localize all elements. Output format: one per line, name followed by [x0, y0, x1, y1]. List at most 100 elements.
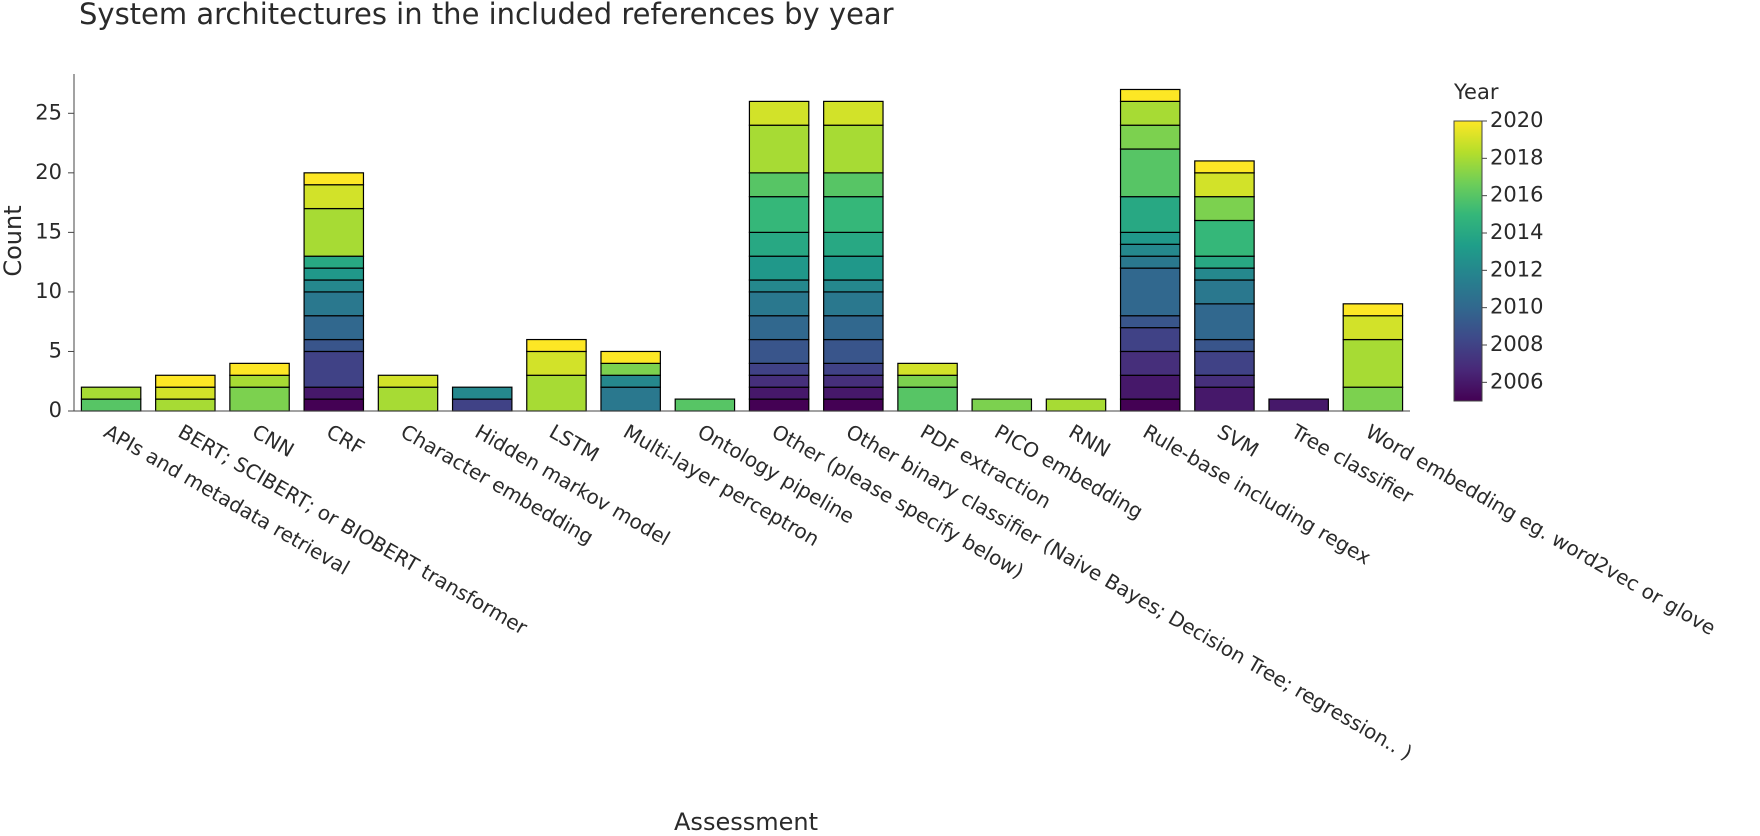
bar-segment	[303, 398, 365, 412]
bar-segment	[1119, 267, 1181, 317]
bar-segment	[526, 350, 587, 376]
x-tick-label: RNN	[1065, 419, 1115, 462]
bar-segment	[600, 362, 661, 376]
bar-segment	[1119, 350, 1181, 376]
colorbar	[1453, 120, 1483, 402]
bar-segment	[897, 374, 958, 388]
bar-segment	[823, 398, 884, 412]
bar-segment	[823, 172, 884, 198]
bar-segment	[1119, 88, 1181, 102]
colorbar-tick-label: 2010	[1490, 295, 1543, 319]
bar-segment	[1194, 219, 1255, 257]
bar-segment	[823, 291, 884, 317]
bar-segment	[1119, 100, 1181, 126]
chart-title: System architectures in the included ref…	[79, 0, 894, 31]
colorbar-tick-label: 2014	[1490, 220, 1543, 244]
y-tick-label: 5	[49, 338, 62, 362]
bar-segment	[748, 196, 810, 233]
x-axis-label: Assessment	[674, 808, 818, 836]
bar-segment	[451, 386, 513, 400]
bar-segment	[1119, 231, 1181, 245]
bar-segment	[748, 231, 810, 257]
bar-segment	[1268, 398, 1329, 412]
bar-segment	[1119, 327, 1181, 353]
y-axis-label: Count	[0, 205, 27, 276]
bar-segment	[526, 338, 587, 353]
bar-segment	[748, 100, 810, 126]
bar-segment	[1119, 398, 1181, 412]
bar-segment	[1119, 124, 1181, 150]
bar-segment	[155, 398, 216, 412]
bar-segment	[303, 172, 365, 186]
bar-segment	[1194, 255, 1255, 269]
bar-segment	[748, 124, 810, 174]
bar-segment	[303, 279, 365, 293]
bar-segment	[155, 374, 216, 388]
colorbar-tick-label: 2018	[1490, 145, 1543, 169]
bar-segment	[600, 374, 661, 388]
bar-segment	[1194, 303, 1255, 341]
bar-segment	[229, 374, 290, 388]
x-tick-label: SVM	[1213, 419, 1263, 462]
bar-segment	[377, 374, 439, 388]
bar-segment	[823, 279, 884, 293]
bar-segment	[1194, 338, 1255, 353]
bar-segment	[1342, 386, 1404, 412]
bar-segment	[748, 398, 810, 412]
bar-segment	[229, 386, 290, 412]
bar-segment	[303, 350, 365, 388]
bar-segment	[748, 291, 810, 317]
bar-segment	[823, 315, 884, 341]
bar-segment	[1194, 386, 1255, 412]
x-tick-label: CRF	[323, 419, 369, 459]
colorbar-tick-label: 2016	[1490, 183, 1543, 207]
bar-segment	[823, 231, 884, 257]
bar-segment	[1342, 315, 1404, 341]
bar-segment	[1194, 350, 1255, 376]
bar-segment	[823, 124, 884, 174]
bar-segment	[1119, 148, 1181, 198]
bar-segment	[748, 338, 810, 364]
bar-segment	[303, 291, 365, 317]
bar-segment	[1194, 196, 1255, 222]
bar-segment	[748, 362, 810, 376]
bar-segment	[303, 386, 365, 400]
bar-segment	[823, 338, 884, 364]
bar-segment	[823, 374, 884, 388]
bar-segment	[823, 255, 884, 281]
bar-segment	[1194, 279, 1255, 305]
bar-segment	[823, 196, 884, 233]
bar-segment	[80, 386, 142, 400]
bar-segment	[823, 362, 884, 376]
bar-segment	[748, 255, 810, 281]
colorbar-tick-label: 2012	[1490, 257, 1543, 281]
bar-segment	[674, 398, 736, 412]
bar-segment	[303, 338, 365, 353]
y-tick-label: 0	[49, 398, 62, 422]
bar-segment	[823, 386, 884, 400]
bar-segment	[377, 386, 439, 412]
bar-segment	[823, 100, 884, 126]
bar-segment	[526, 374, 587, 412]
bar-segment	[748, 279, 810, 293]
bar-segment	[229, 362, 290, 376]
bar-segment	[451, 398, 513, 412]
bar-segment	[1119, 243, 1181, 257]
colorbar-tick-label: 2008	[1490, 332, 1543, 356]
bar-segment	[748, 172, 810, 198]
bar-segment	[1194, 267, 1255, 281]
colorbar-tick-label: 2020	[1490, 108, 1543, 132]
bar-segment	[600, 350, 661, 364]
bar-segment	[303, 207, 365, 257]
bar-segment	[1119, 196, 1181, 233]
y-tick-label: 25	[35, 100, 62, 124]
bar-segment	[303, 315, 365, 341]
bar-segment	[1342, 303, 1404, 317]
bar-segment	[748, 374, 810, 388]
bar-segment	[1119, 315, 1181, 329]
bar-segment	[1194, 374, 1255, 388]
bar-segment	[1194, 160, 1255, 174]
bar-segment	[1045, 398, 1107, 412]
bar-segment	[303, 184, 365, 210]
